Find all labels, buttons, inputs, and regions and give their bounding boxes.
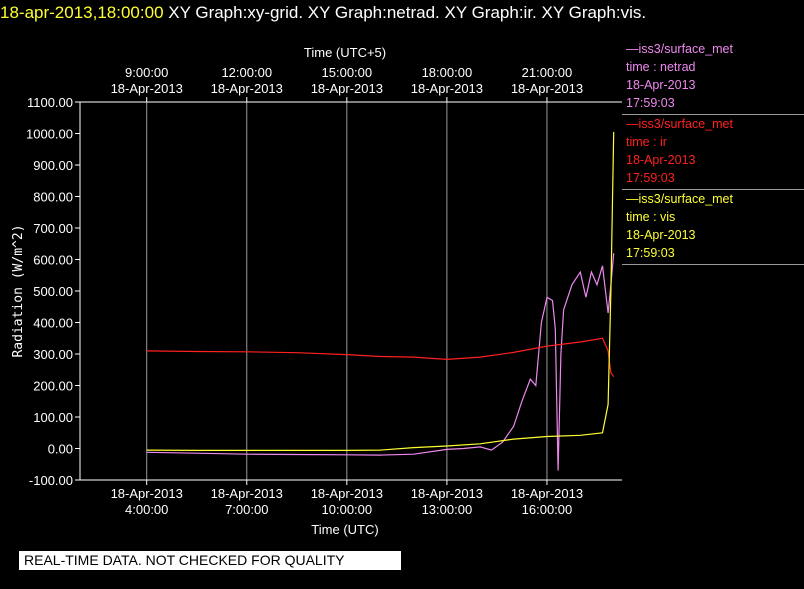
series-line-ir	[146, 337, 615, 378]
x-tick-bottom-date: 18-Apr-2013	[211, 486, 283, 501]
x-tick-top-date: 18-Apr-2013	[211, 81, 283, 96]
x-tick-bottom-date: 18-Apr-2013	[111, 486, 183, 501]
x-tick-top-time: 18:00:00	[422, 65, 473, 80]
x-tick-top-date: 18-Apr-2013	[111, 81, 183, 96]
legend-time: 17:59:03	[626, 246, 675, 260]
x-tick-bottom-date: 18-Apr-2013	[311, 486, 383, 501]
y-tick-label: 0.00	[48, 442, 73, 457]
legend-time: 17:59:03	[626, 171, 675, 185]
x-tick-top-time: 15:00:00	[322, 65, 373, 80]
y-tick-label: 1000.00	[26, 127, 73, 142]
x-tick-bottom-time: 16:00:00	[522, 502, 573, 517]
legend-title: —iss3/surface_met	[626, 117, 733, 131]
y-tick-label: 500.00	[33, 284, 73, 299]
x2-axis-label: Time (UTC+5)	[304, 45, 386, 60]
header-timestamp: 18-apr-2013,18:00:00	[0, 3, 164, 22]
y-tick-label: 700.00	[33, 221, 73, 236]
legend-date: 18-Apr-2013	[626, 228, 696, 242]
x-tick-bottom-time: 4:00:00	[125, 502, 168, 517]
legend-var: time : ir	[626, 135, 667, 149]
x-tick-top-date: 18-Apr-2013	[311, 81, 383, 96]
x-tick-bottom-time: 7:00:00	[225, 502, 268, 517]
series-line-netrad	[146, 253, 615, 471]
header-graph-list: XY Graph:xy-grid. XY Graph:netrad. XY Gr…	[163, 3, 647, 22]
x-tick-top-date: 18-Apr-2013	[411, 81, 483, 96]
legend-var: time : vis	[626, 210, 676, 224]
quality-disclaimer: REAL-TIME DATA. NOT CHECKED FOR QUALITY	[19, 551, 401, 570]
y-tick-label: 200.00	[33, 379, 73, 394]
y-tick-label: 1100.00	[27, 95, 73, 110]
graph-header: 18-apr-2013,18:00:00 XY Graph:xy-grid. X…	[0, 0, 646, 26]
x-tick-top-date: 18-Apr-2013	[511, 81, 583, 96]
y-tick-label: 400.00	[33, 316, 73, 331]
y-tick-label: 300.00	[33, 347, 73, 362]
y-axis-label: Radiation (W/m^2)	[11, 224, 26, 357]
series-line-vis	[146, 131, 615, 451]
legend-date: 18-Apr-2013	[626, 78, 696, 92]
legend: —iss3/surface_met time : netrad 18-Apr-201…	[622, 40, 804, 265]
y-tick-label: 600.00	[33, 253, 73, 268]
y-tick-label: 800.00	[33, 190, 73, 205]
legend-title: —iss3/surface_met	[626, 42, 733, 56]
y-tick-label: -100.00	[29, 473, 73, 488]
y-tick-label: 100.00	[33, 410, 73, 425]
legend-title: —iss3/surface_met	[626, 192, 733, 206]
x-tick-bottom-time: 10:00:00	[322, 502, 373, 517]
x-tick-bottom-time: 13:00:00	[422, 502, 473, 517]
x-tick-top-time: 9:00:00	[125, 65, 168, 80]
x-tick-bottom-date: 18-Apr-2013	[411, 486, 483, 501]
x-tick-top-time: 12:00:00	[221, 65, 272, 80]
x-axis-label: Time (UTC)	[311, 522, 378, 537]
x-tick-bottom-date: 18-Apr-2013	[511, 486, 583, 501]
y-tick-label: 900.00	[33, 158, 73, 173]
legend-date: 18-Apr-2013	[626, 153, 696, 167]
x-tick-top-time: 21:00:00	[522, 65, 573, 80]
legend-time: 17:59:03	[626, 96, 675, 110]
legend-var: time : netrad	[626, 60, 696, 74]
